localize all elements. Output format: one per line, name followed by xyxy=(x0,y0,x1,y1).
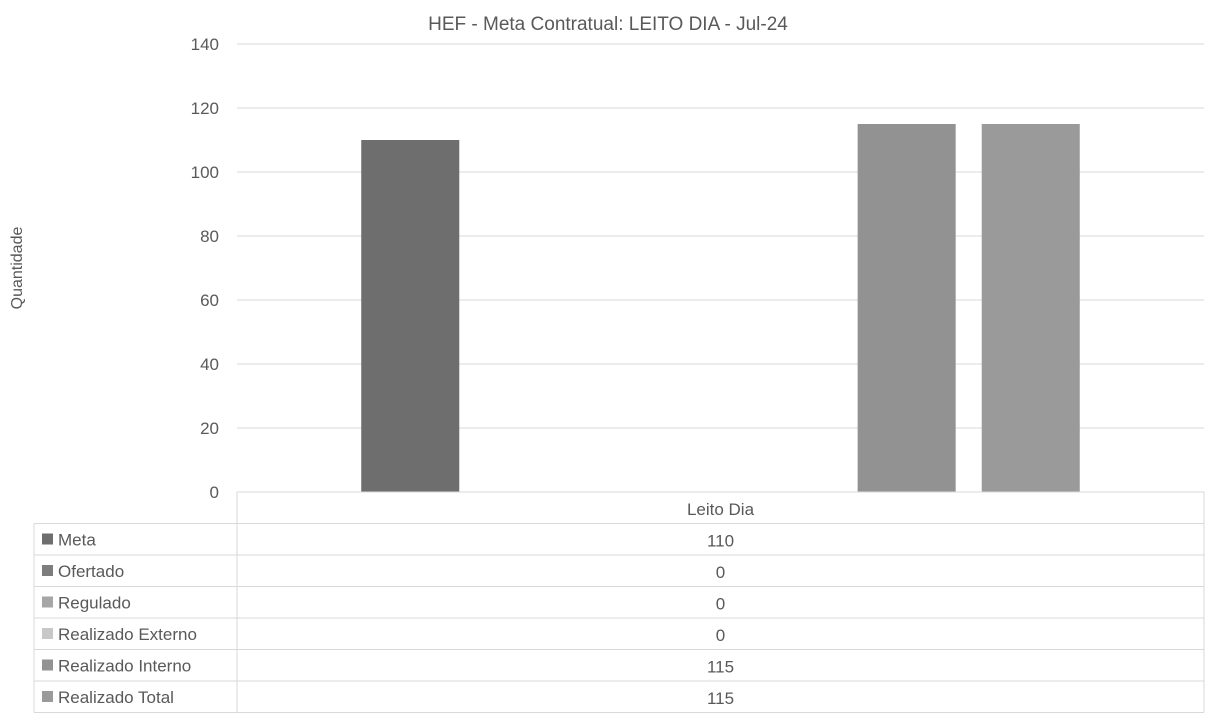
data-label: 110 xyxy=(707,532,734,551)
data-label: 115 xyxy=(707,689,734,708)
data-label: 0 xyxy=(716,595,725,614)
legend-swatch xyxy=(42,596,53,608)
bar-realizado-total xyxy=(981,124,1080,492)
legend-swatch xyxy=(42,533,53,545)
legend-swatch xyxy=(42,628,53,639)
y-axis-ticks: 0 20 40 60 80 100 120 140 xyxy=(191,35,219,502)
legend-label: Realizado Interno xyxy=(58,657,191,676)
data-label: 0 xyxy=(716,563,725,582)
bar-realizado-interno xyxy=(857,124,956,492)
legend-label: Ofertado xyxy=(58,562,124,581)
chart-title: HEF - Meta Contratual: LEITO DIA - Jul-2… xyxy=(428,14,788,35)
legend-swatch xyxy=(42,659,53,671)
data-label: 115 xyxy=(707,658,734,677)
legend-label: Realizado Externo xyxy=(58,625,197,644)
legend-label: Regulado xyxy=(58,594,131,613)
data-label: 0 xyxy=(716,626,725,645)
table-category-header: Leito Dia xyxy=(687,500,755,519)
y-tick-label: 0 xyxy=(210,483,219,502)
y-tick-label: 40 xyxy=(200,355,219,374)
y-tick-label: 80 xyxy=(200,227,219,246)
y-axis-label: Quantidade xyxy=(9,227,26,310)
legend-swatch xyxy=(42,565,53,576)
legend-label: Meta xyxy=(58,531,96,550)
bars xyxy=(361,124,1080,492)
y-tick-label: 140 xyxy=(191,35,219,54)
data-table: Leito Dia Meta 110 Ofertado 0 Regulado 0 Realiz… xyxy=(33,491,1205,713)
y-tick-label: 100 xyxy=(191,163,219,182)
y-tick-label: 120 xyxy=(191,99,219,118)
y-tick-label: 20 xyxy=(200,419,219,438)
legend-label: Realizado Total xyxy=(58,688,174,707)
y-tick-label: 60 xyxy=(200,291,219,310)
legend-swatch xyxy=(42,691,53,702)
bar-meta xyxy=(361,140,460,492)
